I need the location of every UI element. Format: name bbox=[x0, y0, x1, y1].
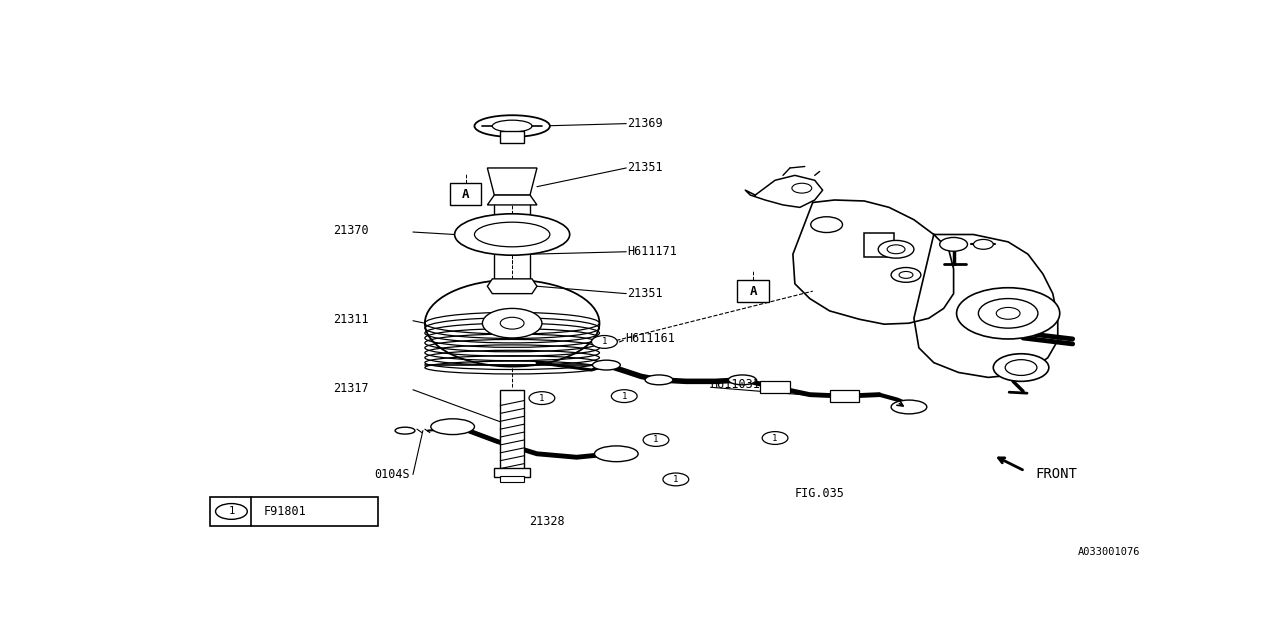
Text: 21328: 21328 bbox=[529, 515, 564, 528]
Bar bbox=[760, 381, 790, 393]
Polygon shape bbox=[488, 168, 538, 195]
Text: 1: 1 bbox=[539, 394, 544, 403]
Text: 1: 1 bbox=[673, 475, 678, 484]
Circle shape bbox=[663, 473, 689, 486]
Text: 21351: 21351 bbox=[627, 161, 663, 175]
Text: FRONT: FRONT bbox=[1036, 467, 1076, 481]
Text: H611161: H611161 bbox=[625, 332, 675, 346]
Text: FIG.035: FIG.035 bbox=[795, 486, 845, 500]
Text: H611171: H611171 bbox=[627, 245, 677, 259]
Bar bbox=[829, 390, 859, 402]
Ellipse shape bbox=[475, 222, 550, 247]
Bar bbox=[864, 233, 893, 257]
Circle shape bbox=[996, 307, 1020, 319]
Circle shape bbox=[215, 504, 247, 519]
Circle shape bbox=[792, 183, 812, 193]
Text: 1: 1 bbox=[602, 337, 607, 346]
Circle shape bbox=[887, 245, 905, 253]
Ellipse shape bbox=[396, 427, 415, 434]
Circle shape bbox=[762, 431, 788, 444]
Circle shape bbox=[810, 217, 842, 232]
Circle shape bbox=[500, 317, 524, 329]
Circle shape bbox=[899, 271, 913, 278]
Circle shape bbox=[1005, 360, 1037, 376]
Circle shape bbox=[643, 433, 669, 446]
Bar bbox=[494, 468, 530, 477]
Circle shape bbox=[940, 237, 968, 252]
Text: 0104S: 0104S bbox=[374, 468, 410, 481]
Text: 1: 1 bbox=[653, 435, 659, 445]
Circle shape bbox=[993, 354, 1048, 381]
Ellipse shape bbox=[593, 360, 621, 370]
Text: 1: 1 bbox=[228, 506, 234, 516]
FancyBboxPatch shape bbox=[449, 183, 481, 205]
Text: A: A bbox=[462, 188, 470, 200]
Text: 21370: 21370 bbox=[334, 224, 369, 237]
Polygon shape bbox=[488, 195, 538, 205]
Ellipse shape bbox=[891, 400, 927, 414]
Circle shape bbox=[878, 241, 914, 258]
Ellipse shape bbox=[493, 120, 532, 132]
Bar bbox=[500, 131, 524, 143]
Text: 1: 1 bbox=[772, 433, 778, 442]
Circle shape bbox=[974, 239, 993, 249]
Text: 1: 1 bbox=[622, 392, 627, 401]
Circle shape bbox=[612, 390, 637, 403]
Text: 21311: 21311 bbox=[334, 313, 369, 326]
Circle shape bbox=[891, 268, 920, 282]
Ellipse shape bbox=[454, 214, 570, 255]
Text: H611031: H611031 bbox=[710, 378, 760, 391]
FancyBboxPatch shape bbox=[737, 280, 769, 302]
Bar bbox=[210, 497, 379, 526]
Ellipse shape bbox=[475, 115, 550, 137]
Text: F91801: F91801 bbox=[264, 505, 306, 518]
Ellipse shape bbox=[728, 375, 756, 385]
Polygon shape bbox=[488, 279, 538, 294]
Circle shape bbox=[425, 280, 599, 367]
Circle shape bbox=[978, 298, 1038, 328]
Ellipse shape bbox=[431, 419, 475, 435]
Text: 21317: 21317 bbox=[334, 381, 369, 395]
Bar bbox=[500, 476, 524, 482]
Bar bbox=[500, 390, 524, 471]
Ellipse shape bbox=[645, 375, 673, 385]
Text: 21351: 21351 bbox=[627, 287, 663, 300]
Circle shape bbox=[591, 335, 617, 348]
Circle shape bbox=[529, 392, 554, 404]
Circle shape bbox=[483, 308, 541, 338]
Text: A033001076: A033001076 bbox=[1078, 547, 1140, 557]
Circle shape bbox=[956, 288, 1060, 339]
Text: A: A bbox=[750, 285, 756, 298]
Text: 21369: 21369 bbox=[627, 117, 663, 130]
Ellipse shape bbox=[594, 446, 639, 461]
